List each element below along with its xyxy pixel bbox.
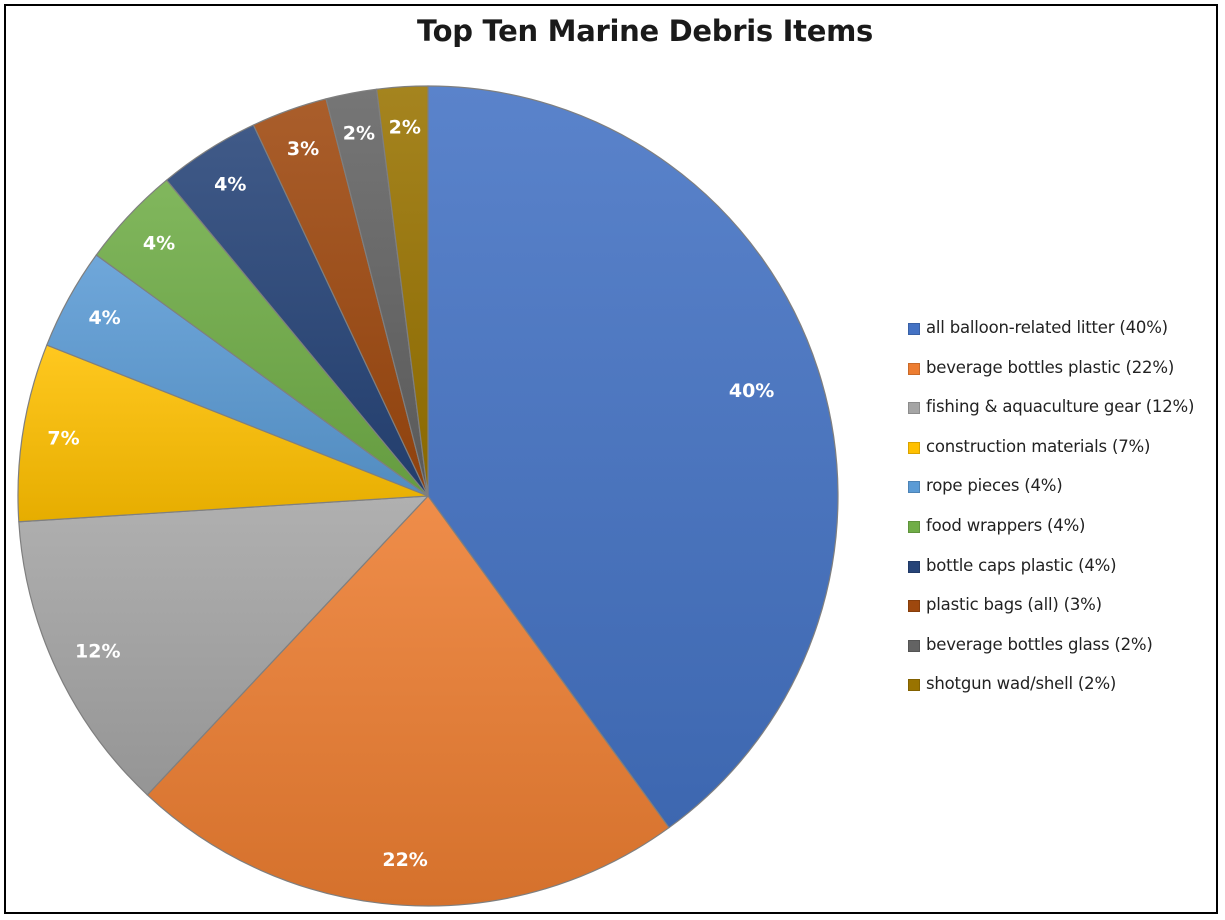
- legend-item-9: beverage bottles glass (2%): [908, 635, 1220, 675]
- legend-swatch-1: [908, 323, 920, 335]
- chart-title: Top Ten Marine Debris Items: [417, 14, 873, 48]
- legend-label-9: beverage bottles glass (2%): [926, 634, 1153, 654]
- pie-slices: [17, 85, 839, 907]
- legend-item-5: rope pieces (4%): [908, 476, 1220, 516]
- legend-swatch-4: [908, 441, 920, 454]
- legend-label-7: bottle caps plastic (4%): [926, 555, 1117, 575]
- legend-swatch-3: [908, 402, 920, 415]
- legend-label-10: shotgun wad/shell (2%): [926, 674, 1117, 694]
- pie-slice-2: [146, 495, 670, 907]
- legend-label-3: fishing & aquaculture gear (12%): [926, 397, 1195, 417]
- pie-slice-4: [17, 344, 429, 523]
- legend-item-4: construction materials (7%): [908, 437, 1220, 477]
- legend-label-8: plastic bags (all) (3%): [926, 595, 1102, 615]
- legend-item-10: shotgun wad/shell (2%): [908, 674, 1220, 714]
- legend-label-5: rope pieces (4%): [926, 476, 1063, 496]
- slice-value-label-5: 4%: [88, 307, 120, 329]
- legend-swatch-5: [908, 481, 920, 494]
- legend-label-1: all balloon-related litter (40%): [926, 318, 1168, 337]
- slice-value-label-6: 4%: [143, 232, 175, 254]
- slice-value-label-7: 4%: [214, 173, 246, 195]
- legend-swatch-2: [908, 362, 920, 375]
- slice-value-label-9: 2%: [343, 123, 375, 145]
- slice-value-label-8: 3%: [287, 138, 319, 160]
- legend-item-6: food wrappers (4%): [908, 516, 1220, 556]
- legend-swatch-8: [908, 600, 920, 613]
- legend-label-4: construction materials (7%): [926, 436, 1151, 456]
- slice-value-label-2: 22%: [382, 849, 427, 871]
- slice-value-label-3: 12%: [75, 640, 120, 662]
- legend-item-2: beverage bottles plastic (22%): [908, 358, 1220, 398]
- pie-slice-3: [18, 495, 429, 796]
- slice-value-label-4: 7%: [47, 427, 79, 449]
- pie-slice-10: [376, 85, 429, 497]
- legend-label-6: food wrappers (4%): [926, 515, 1086, 535]
- slice-value-label-10: 2%: [389, 117, 421, 139]
- legend-swatch-10: [908, 679, 920, 692]
- legend-item-3: fishing & aquaculture gear (12%): [908, 397, 1220, 437]
- pie-labels: 40% 22% 12% 7% 4% 4% 4% 3% 2% 2%: [47, 117, 774, 872]
- legend-item-7: bottle caps plastic (4%): [908, 556, 1220, 596]
- legend-swatch-7: [908, 560, 920, 573]
- legend-label-2: beverage bottles plastic (22%): [926, 357, 1175, 377]
- legend-swatch-9: [908, 639, 920, 652]
- slice-value-label-1: 40%: [729, 380, 774, 402]
- legend-item-8: plastic bags (all) (3%): [908, 595, 1220, 635]
- legend-swatch-6: [908, 520, 920, 533]
- pie-slice-1: [427, 85, 839, 829]
- legend: all balloon-related litter (40%) beverage…: [908, 318, 1220, 714]
- legend-item-1: all balloon-related litter (40%): [908, 318, 1220, 358]
